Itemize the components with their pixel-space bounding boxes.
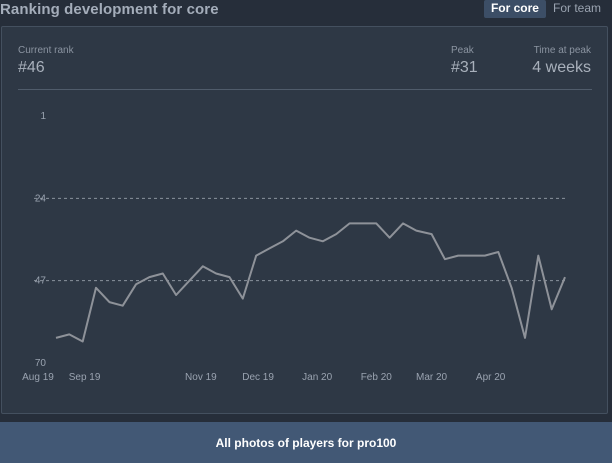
ranking-panel: Current rank #46 Peak #31 Time at peak 4… xyxy=(1,26,608,414)
peak-label: Peak xyxy=(451,45,474,56)
page-title: Ranking development for core xyxy=(0,1,219,18)
ranking-line-chart: 1 24 47 70 Aug 19 Sep 19 Nov 19 Dec 19 Jan 20 Feb… xyxy=(22,111,568,383)
divider xyxy=(18,89,592,90)
tab-for-team[interactable]: For team xyxy=(552,1,601,15)
y-tick-label: 47 xyxy=(35,276,47,287)
series-line-0 xyxy=(55,222,566,343)
x-tick-label: Nov 19 xyxy=(185,372,217,383)
x-tick-label: Apr 20 xyxy=(476,372,506,383)
header: Ranking development for core For core Fo… xyxy=(0,0,612,22)
tab-bar: For core For team xyxy=(483,0,608,18)
time-at-peak-label: Time at peak xyxy=(533,45,591,56)
tab-for-core[interactable]: For core xyxy=(483,0,546,18)
y-tick-label: 24 xyxy=(35,193,47,204)
x-tick-label: Mar 20 xyxy=(416,372,448,383)
y-tick-label: 70 xyxy=(35,358,47,369)
current-rank-label: Current rank xyxy=(18,45,74,56)
y-tick-label: 1 xyxy=(40,111,46,122)
x-tick-label: Dec 19 xyxy=(242,372,274,383)
all-photos-button[interactable]: All photos of players for pro100 xyxy=(0,422,612,463)
current-rank-value: #46 xyxy=(18,59,45,76)
x-tick-label: Jan 20 xyxy=(302,372,332,383)
x-tick-label: Feb 20 xyxy=(361,372,393,383)
time-at-peak-value: 4 weeks xyxy=(532,59,591,76)
x-tick-label: Aug 19 xyxy=(22,372,54,383)
x-tick-label: Sep 19 xyxy=(69,372,101,383)
peak-value: #31 xyxy=(451,59,478,76)
